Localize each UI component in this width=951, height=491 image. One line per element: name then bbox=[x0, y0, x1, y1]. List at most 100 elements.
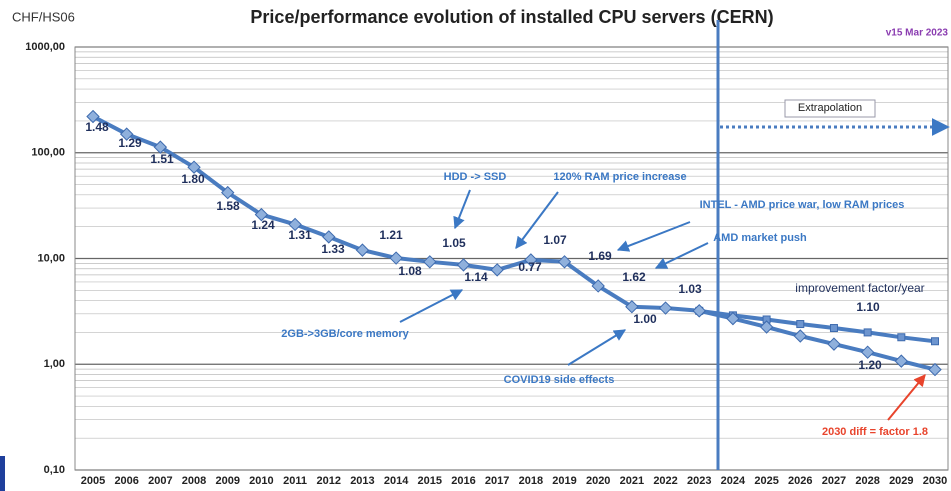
marker bbox=[793, 329, 807, 343]
x-tick-label: 2018 bbox=[519, 475, 543, 487]
marker bbox=[524, 253, 538, 267]
y-axis-label: CHF/HS06 bbox=[12, 9, 75, 24]
annotation: Extrapolation bbox=[798, 102, 862, 114]
chart-title: Price/performance evolution of installed… bbox=[250, 7, 773, 27]
version: v15 Mar 2023 bbox=[886, 28, 949, 39]
annotation: 1.31 bbox=[288, 228, 312, 242]
x-tick-label: 2028 bbox=[855, 475, 879, 487]
x-tick-label: 2007 bbox=[148, 475, 172, 487]
marker bbox=[759, 320, 774, 334]
annotation: 1.58 bbox=[216, 199, 240, 213]
x-tick-label: 2024 bbox=[721, 475, 746, 487]
arrow bbox=[453, 189, 471, 230]
annotation: 1.08 bbox=[398, 264, 422, 278]
x-tick-label: 2006 bbox=[114, 475, 138, 487]
marker bbox=[187, 160, 201, 174]
annotation: 1.80 bbox=[181, 172, 205, 186]
x-tick-label: 2015 bbox=[418, 475, 442, 487]
annotation: 1.14 bbox=[464, 270, 488, 284]
annotation: 1.29 bbox=[118, 136, 142, 150]
annotation: improvement factor/year bbox=[795, 281, 924, 295]
annotation: 1.00 bbox=[633, 312, 657, 326]
marker bbox=[389, 251, 403, 265]
annotation: 0.77 bbox=[518, 260, 542, 274]
extrapolation-box bbox=[784, 99, 876, 118]
marker bbox=[221, 185, 235, 200]
annotation: HDD -> SSD bbox=[444, 171, 507, 183]
grid bbox=[75, 46, 948, 471]
x-tick-label: 2016 bbox=[451, 475, 475, 487]
annotation: 1.48 bbox=[85, 120, 109, 134]
marker bbox=[86, 109, 100, 124]
x-tick-label: 2029 bbox=[889, 475, 913, 487]
annotation: 1.21 bbox=[379, 228, 403, 242]
marker bbox=[355, 243, 370, 257]
marker bbox=[490, 263, 504, 277]
arrow bbox=[567, 329, 627, 366]
y-tick-label: 100,00 bbox=[31, 147, 65, 159]
annotation: 1.24 bbox=[251, 218, 275, 232]
marker bbox=[658, 301, 673, 315]
marker bbox=[796, 320, 805, 329]
marker bbox=[254, 207, 269, 222]
marker bbox=[625, 300, 639, 314]
annotation: 1.03 bbox=[678, 282, 702, 296]
series-line bbox=[698, 308, 936, 372]
x-tick-label: 2020 bbox=[586, 475, 610, 487]
annotation: 1.10 bbox=[856, 300, 880, 314]
marker bbox=[726, 311, 740, 326]
y-tick-label: 1,00 bbox=[44, 358, 65, 370]
arrow bbox=[399, 289, 464, 323]
x-tick-label: 2011 bbox=[283, 475, 307, 487]
annotation: 1.05 bbox=[442, 236, 466, 250]
x-tick-label: 2014 bbox=[384, 475, 409, 487]
x-tick-label: 2005 bbox=[81, 475, 105, 487]
y-tick-label: 0,10 bbox=[44, 464, 65, 476]
x-tick-label: 2026 bbox=[788, 475, 812, 487]
plot bbox=[86, 109, 942, 377]
y-tick-label: 1000,00 bbox=[25, 41, 65, 53]
plot-frame bbox=[74, 46, 949, 471]
annotation: 1.07 bbox=[543, 233, 567, 247]
annotation: 1.69 bbox=[588, 249, 612, 263]
marker bbox=[829, 324, 838, 333]
marker bbox=[456, 258, 471, 272]
y-tick-label: 10,00 bbox=[37, 252, 65, 264]
x-tick-label: 2008 bbox=[182, 475, 206, 487]
marker bbox=[931, 337, 939, 346]
marker bbox=[153, 140, 168, 154]
marker bbox=[863, 328, 872, 337]
annotation: 1.62 bbox=[622, 270, 646, 284]
x-tick-label: 2021 bbox=[620, 475, 644, 487]
annotation: 120% RAM price increase bbox=[553, 171, 686, 183]
arrow bbox=[515, 191, 559, 249]
x-tick-label: 2019 bbox=[552, 475, 576, 487]
series-line bbox=[698, 308, 936, 344]
edge-strip bbox=[0, 456, 5, 491]
marker bbox=[423, 255, 437, 269]
arrow bbox=[654, 242, 709, 269]
marker bbox=[827, 337, 841, 351]
annotation: 2GB->3GB/core memory bbox=[281, 328, 409, 340]
x-tick-label: 2022 bbox=[653, 475, 677, 487]
annotation: 1.20 bbox=[858, 358, 882, 372]
annotation: 1.51 bbox=[150, 152, 174, 166]
marker bbox=[322, 230, 336, 244]
x-tick-label: 2013 bbox=[350, 475, 374, 487]
x-tick-label: 2025 bbox=[754, 475, 778, 487]
x-tick-label: 2010 bbox=[249, 475, 273, 487]
marker bbox=[119, 127, 134, 141]
x-tick-label: 2009 bbox=[215, 475, 239, 487]
marker bbox=[288, 217, 302, 232]
arrows bbox=[399, 189, 709, 366]
x-tick-label: 2017 bbox=[485, 475, 509, 487]
marker bbox=[591, 279, 605, 293]
arrow bbox=[616, 221, 691, 252]
annotation: 2030 diff = factor 1.8 bbox=[822, 426, 928, 438]
x-tick-label: 2023 bbox=[687, 475, 711, 487]
arrow bbox=[887, 374, 926, 421]
marker bbox=[860, 345, 875, 359]
marker bbox=[692, 304, 706, 318]
